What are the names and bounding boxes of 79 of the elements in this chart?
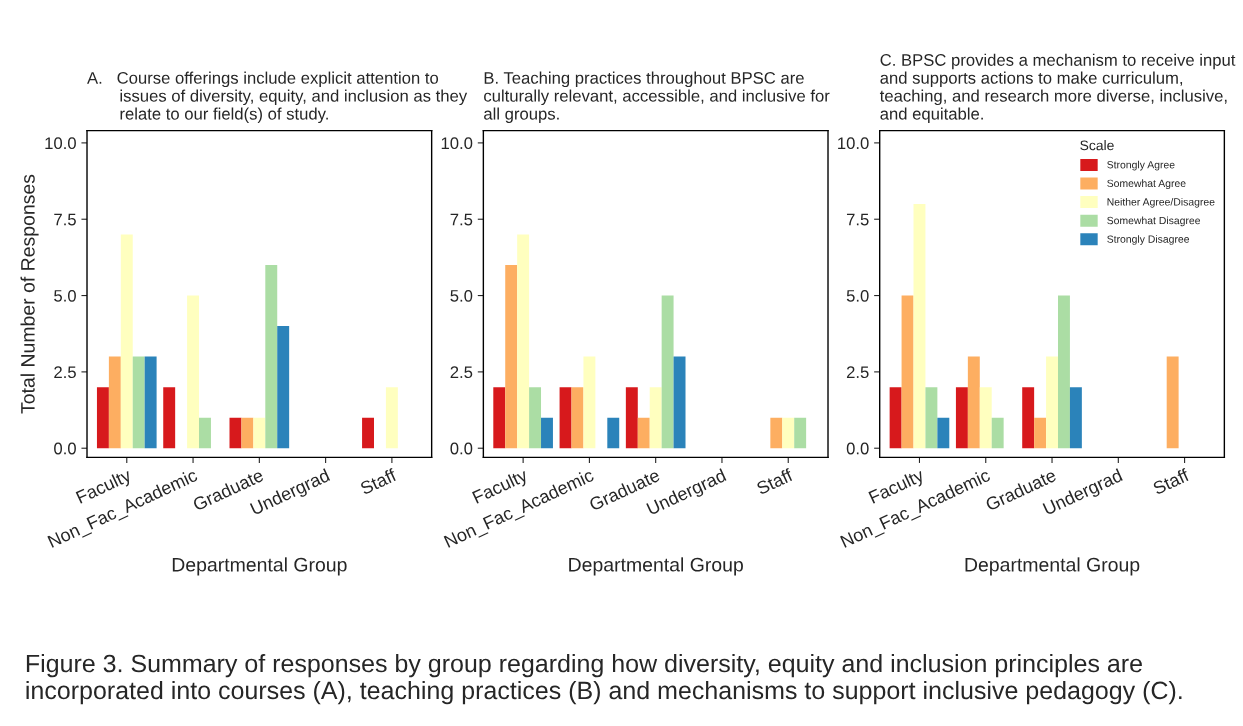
bar xyxy=(1022,387,1035,449)
legend-title: Scale xyxy=(1080,140,1114,151)
bar xyxy=(362,417,374,449)
legend-label: Somewhat Agree xyxy=(1107,179,1186,190)
bar xyxy=(925,387,938,449)
bar xyxy=(505,265,518,449)
bar xyxy=(132,356,145,449)
bar xyxy=(637,417,650,449)
y-tick-label: 7.5 xyxy=(846,213,869,226)
bar xyxy=(782,417,795,449)
bar xyxy=(144,356,157,449)
y-tick-label: 10.0 xyxy=(45,137,76,150)
bar xyxy=(1166,356,1179,449)
bar xyxy=(253,417,266,449)
bar xyxy=(108,356,121,449)
bar xyxy=(794,417,807,449)
bar xyxy=(607,417,620,449)
bar xyxy=(901,295,914,449)
legend-label: Neither Agree/Disagree xyxy=(1107,197,1215,208)
bar xyxy=(559,387,572,449)
bar xyxy=(1046,356,1058,449)
bar xyxy=(187,295,200,449)
bar xyxy=(229,417,242,449)
y-tick-label: 5.0 xyxy=(54,289,76,302)
bar xyxy=(517,234,530,449)
x-tick-label: Staff xyxy=(755,467,794,496)
y-axis-title: Total Number of Responses xyxy=(20,174,39,414)
bar xyxy=(649,387,662,449)
caption: Figure 3. Summary of responses by group regarding how diversity, equity and inclusion principles are incorporated into courses (A), teaching practices (B) and mechanisms to support inclusive pedagogy (C). xyxy=(26,653,1182,705)
bar xyxy=(241,417,254,449)
x-axis-title: Departmental Group xyxy=(965,557,1140,576)
bar xyxy=(277,326,290,449)
chart-title: C. BPSC provides a mechanism to receive input and supports actions to make curriculum, teaching, and research more diverse, inclusive, and equitable. xyxy=(879,53,1236,124)
y-tick-label: 5.0 xyxy=(846,289,869,302)
y-tick-label: 0.0 xyxy=(54,442,76,455)
bar xyxy=(493,387,506,449)
bar xyxy=(625,387,638,449)
y-tick-label: 10.0 xyxy=(838,137,869,150)
chart-title: A. Course offerings include explicit attention to issues of diversity, equity, and inclusion as they relate to our field(s) of study. xyxy=(87,71,468,124)
bar xyxy=(979,387,992,449)
bar xyxy=(265,265,278,449)
x-tick-label: Staff xyxy=(359,467,398,496)
y-tick-label: 7.5 xyxy=(54,213,76,226)
bar xyxy=(889,387,902,449)
bar xyxy=(1034,417,1047,449)
bar xyxy=(913,203,926,449)
legend-label: Strongly Agree xyxy=(1107,160,1175,171)
x-axis-title: Departmental Group xyxy=(569,557,743,576)
y-tick-label: 5.0 xyxy=(450,289,473,302)
x-tick-label: Staff xyxy=(1151,467,1191,496)
bar xyxy=(571,387,584,449)
bar xyxy=(955,387,968,449)
bar xyxy=(385,387,398,449)
bar xyxy=(1058,295,1070,449)
bar xyxy=(937,417,950,449)
bar xyxy=(770,417,783,449)
bar xyxy=(673,356,686,449)
x-axis-title: Departmental Group xyxy=(172,557,347,576)
bar xyxy=(583,356,596,449)
legend-label: Strongly Disagree xyxy=(1107,235,1190,245)
bar xyxy=(661,295,674,449)
bar xyxy=(120,234,133,449)
bar xyxy=(163,387,176,449)
bar xyxy=(991,417,1004,449)
y-tick-label: 7.5 xyxy=(450,213,473,226)
bar xyxy=(96,387,109,449)
bar xyxy=(1069,387,1082,449)
chart-title: B. Teaching practices throughout BPSC are culturally relevant, accessible, and inclusive for all groups. xyxy=(484,71,830,124)
bar xyxy=(967,356,980,449)
bar xyxy=(541,417,553,449)
y-tick-label: 2.5 xyxy=(54,366,76,379)
y-tick-label: 2.5 xyxy=(450,366,473,379)
bar xyxy=(529,387,542,449)
bar xyxy=(199,417,211,449)
legend-label: Somewhat Disagree xyxy=(1107,216,1201,227)
y-tick-label: 0.0 xyxy=(450,442,473,455)
y-tick-label: 10.0 xyxy=(441,137,473,150)
y-tick-label: 0.0 xyxy=(846,442,869,455)
y-tick-label: 2.5 xyxy=(846,366,869,379)
